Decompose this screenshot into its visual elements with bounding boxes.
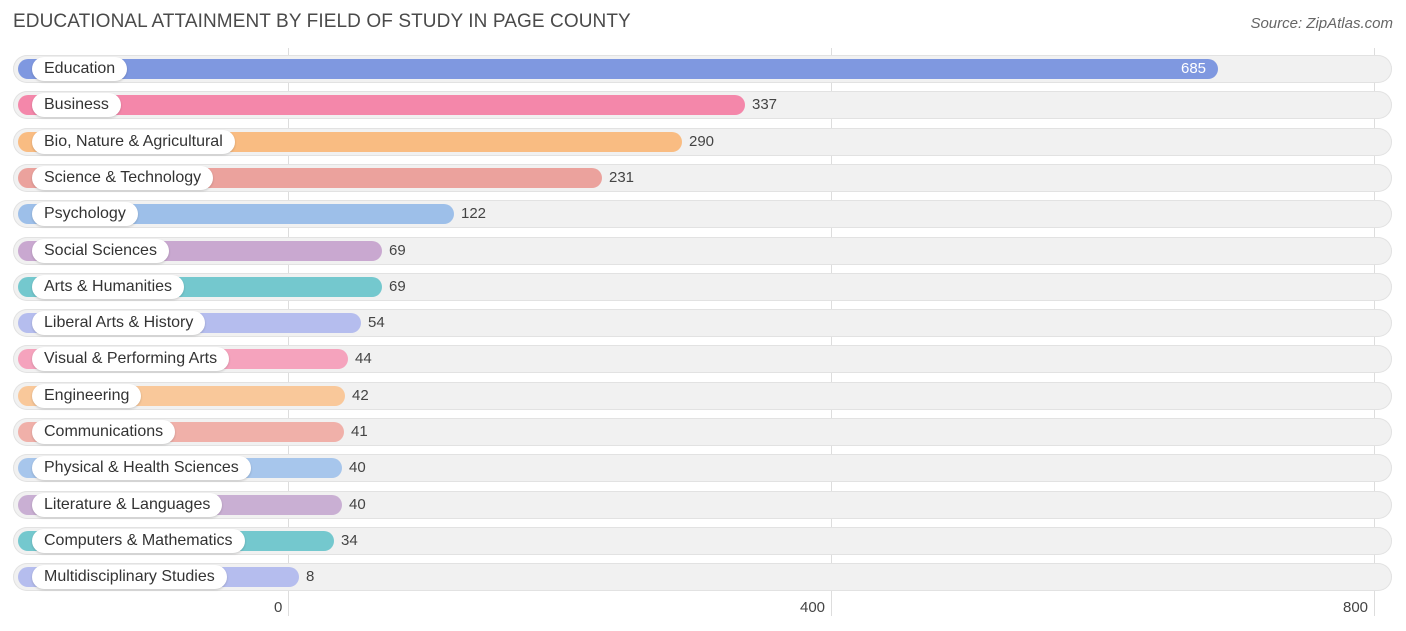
category-label: Multidisciplinary Studies xyxy=(32,565,227,589)
category-label: Communications xyxy=(32,420,176,444)
data-label: 34 xyxy=(341,532,358,549)
data-label: 122 xyxy=(461,205,487,222)
category-label: Education xyxy=(32,57,128,81)
category-label: Computers & Mathematics xyxy=(32,529,245,553)
bar xyxy=(18,95,745,115)
category-label: Liberal Arts & History xyxy=(32,311,206,335)
data-label: 69 xyxy=(389,242,406,259)
category-label: Literature & Languages xyxy=(32,493,223,517)
data-label: 40 xyxy=(349,459,366,476)
data-label: 8 xyxy=(306,568,315,585)
data-label: 290 xyxy=(689,133,715,150)
chart-title: EDUCATIONAL ATTAINMENT BY FIELD OF STUDY… xyxy=(13,11,631,32)
data-label: 41 xyxy=(351,423,368,440)
data-label: 42 xyxy=(352,387,369,404)
x-tick-label: 0 xyxy=(274,599,283,616)
category-label: Psychology xyxy=(32,202,138,226)
category-label: Business xyxy=(32,93,121,117)
category-label: Science & Technology xyxy=(32,166,214,190)
data-label: 231 xyxy=(609,169,635,186)
data-label: 54 xyxy=(368,314,385,331)
category-label: Engineering xyxy=(32,384,142,408)
data-label: 69 xyxy=(389,278,406,295)
category-label: Bio, Nature & Agricultural xyxy=(32,130,235,154)
data-label: 685 xyxy=(1181,60,1207,77)
data-label: 40 xyxy=(349,496,366,513)
x-tick-label: 400 xyxy=(800,599,826,616)
category-label: Visual & Performing Arts xyxy=(32,347,230,371)
category-label: Arts & Humanities xyxy=(32,275,185,299)
category-label: Social Sciences xyxy=(32,239,169,263)
data-label: 44 xyxy=(355,350,372,367)
data-label: 337 xyxy=(752,96,778,113)
x-tick-label: 800 xyxy=(1343,599,1369,616)
bar xyxy=(18,59,1218,79)
category-label: Physical & Health Sciences xyxy=(32,456,251,480)
source-note: Source: ZipAtlas.com xyxy=(1250,15,1393,32)
